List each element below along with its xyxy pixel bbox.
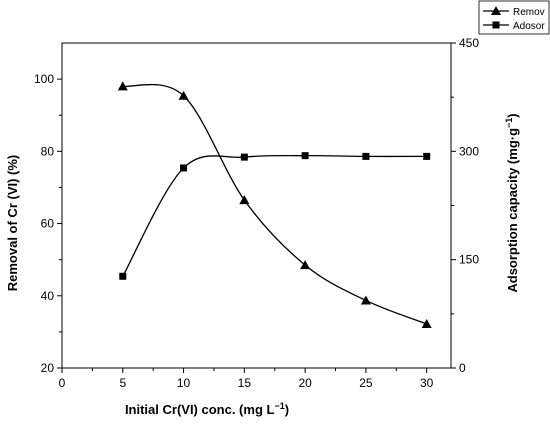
- right-y-tick-label: 450: [459, 36, 479, 50]
- left-y-axis-title: Removal of Cr (VI) (%): [5, 155, 20, 292]
- right-y-tick-label: 300: [459, 144, 479, 158]
- plot-frame: [61, 42, 452, 369]
- x-tick-label: 5: [119, 376, 126, 390]
- legend-box: [478, 0, 550, 35]
- legend-label: Remov: [513, 7, 545, 18]
- x-tick-label: 10: [177, 376, 191, 390]
- left-y-tick-label: 20: [41, 361, 55, 375]
- legend-marker: [492, 21, 500, 29]
- data-point: [301, 152, 309, 160]
- data-point: [239, 195, 250, 205]
- legend-label: Adosor: [513, 21, 545, 32]
- data-point: [117, 81, 128, 91]
- data-point: [180, 164, 188, 172]
- data-point: [423, 152, 431, 160]
- right-y-tick-label: 150: [459, 253, 479, 267]
- data-point: [362, 152, 370, 160]
- right-y-axis: 0 150 300 450: [451, 36, 479, 375]
- series-layer: [117, 81, 432, 328]
- x-tick-label: 0: [59, 376, 66, 390]
- right-y-tick-label: 0: [459, 361, 466, 375]
- plot-area-border: [61, 42, 452, 369]
- series-adosor: [119, 152, 431, 280]
- series-line: [122, 154, 427, 277]
- data-point: [360, 295, 371, 305]
- series-line: [122, 83, 427, 325]
- left-y-tick-label: 80: [41, 144, 55, 158]
- left-y-axis: 20 40 60 80 100: [34, 72, 62, 375]
- x-axis-title: Initial Cr(VI) conc. (mg L−1): [125, 401, 289, 417]
- data-point: [421, 318, 432, 328]
- data-point: [300, 260, 311, 270]
- legend-marker: [491, 6, 501, 15]
- x-tick-label: 30: [420, 376, 434, 390]
- x-tick-label: 20: [298, 376, 312, 390]
- series-remov: [117, 81, 432, 328]
- data-point: [178, 90, 189, 100]
- left-y-tick-label: 60: [41, 217, 55, 231]
- left-y-tick-label: 100: [34, 72, 54, 86]
- right-y-axis-title: Adsorption capacity (mg·g−1): [504, 113, 520, 292]
- x-axis: 0 5 10 15 20 25 30: [59, 368, 434, 390]
- legend: Remov Adosor: [478, 0, 550, 35]
- x-tick-label: 25: [359, 376, 373, 390]
- left-y-tick-label: 40: [41, 289, 55, 303]
- x-tick-label: 15: [238, 376, 252, 390]
- data-point: [240, 153, 248, 161]
- data-point: [119, 272, 127, 280]
